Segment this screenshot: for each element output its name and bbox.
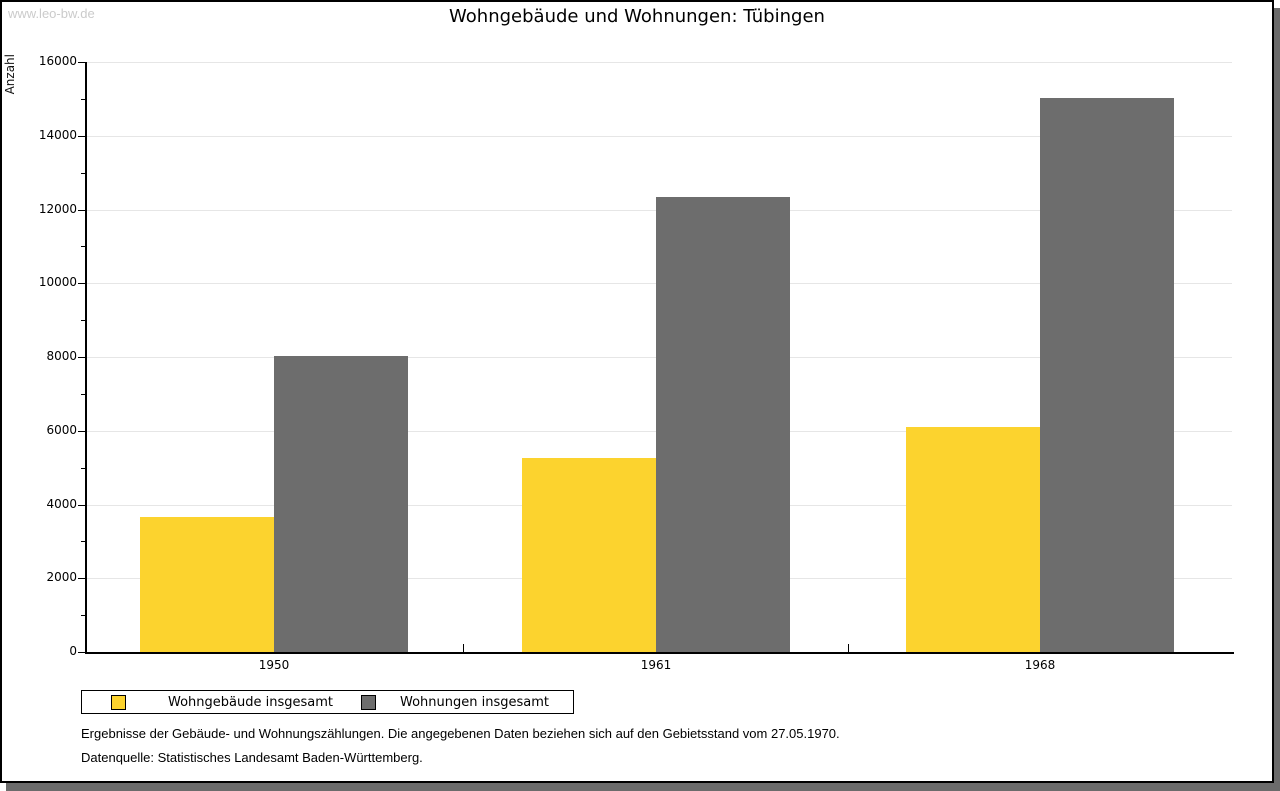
legend-swatch-icon <box>361 694 376 710</box>
legend: Wohngebäude insgesamt Wohnungen insgesamt <box>81 690 574 714</box>
y-minor-tick-15000 <box>81 98 85 100</box>
footnote-line-1: Ergebnisse der Gebäude- und Wohnungszähl… <box>81 726 840 741</box>
bar-wohnungen-insgesamt-1961 <box>656 197 790 652</box>
bar-wohngebäude-insgesamt-1968 <box>906 427 1040 652</box>
y-major-tick-16000 <box>78 62 85 63</box>
y-tick-label-8000: 8000 <box>46 349 77 363</box>
legend-swatch-icon <box>111 694 126 710</box>
y-major-tick-14000 <box>78 135 85 137</box>
y-minor-tick-3000 <box>81 541 85 543</box>
bar-wohnungen-insgesamt-1968 <box>1040 97 1174 652</box>
y-tick-label-10000: 10000 <box>38 275 77 290</box>
y-tick-label-12000: 12000 <box>38 201 77 216</box>
y-tick-label-16000: 16000 <box>38 54 77 68</box>
y-minor-tick-11000 <box>81 246 85 248</box>
y-minor-tick-5000 <box>81 467 85 469</box>
x-tick-label-1950: 1950 <box>258 658 290 672</box>
y-major-tick-12000 <box>78 209 85 211</box>
y-tick-label-0: 0 <box>69 644 77 658</box>
y-minor-tick-13000 <box>81 172 85 174</box>
y-minor-tick-7000 <box>81 393 85 395</box>
y-tick-label-2000: 2000 <box>46 570 77 585</box>
legend-entry: Wohnungen insgesamt <box>361 694 549 710</box>
bar-wohnungen-insgesamt-1950 <box>274 355 408 652</box>
bar-wohngebäude-insgesamt-1961 <box>522 458 656 652</box>
watermark: www.leo-bw.de <box>8 6 95 21</box>
y-major-tick-6000 <box>78 430 85 432</box>
y-tick-label-14000: 14000 <box>38 127 77 142</box>
y-minor-tick-1000 <box>81 615 85 617</box>
y-major-tick-8000 <box>78 357 85 358</box>
chart-title: Wohngebäude und Wohnungen: Tübingen <box>449 6 825 27</box>
gridline-14000 <box>87 135 1232 137</box>
x-axis-line <box>85 652 1234 654</box>
x-axis-tick-2 <box>848 644 849 652</box>
legend-label: Wohnungen insgesamt <box>400 694 549 710</box>
y-major-tick-4000 <box>78 504 85 506</box>
x-tick-label-1968: 1968 <box>1024 658 1056 672</box>
y-major-tick-10000 <box>78 283 85 285</box>
legend-label: Wohngebäude insgesamt <box>168 694 333 710</box>
y-tick-label-6000: 6000 <box>46 422 77 437</box>
y-axis-line <box>85 62 87 654</box>
bar-wohngebäude-insgesamt-1950 <box>140 517 274 652</box>
x-axis-tick-1 <box>463 644 464 652</box>
x-tick-label-1961: 1961 <box>640 658 672 672</box>
y-minor-tick-9000 <box>81 320 85 322</box>
gridline-16000 <box>87 62 1232 63</box>
legend-entry: Wohngebäude insgesamt <box>111 694 333 710</box>
y-major-tick-0 <box>78 652 85 653</box>
y-major-tick-2000 <box>78 578 85 580</box>
footnote-line-2: Datenquelle: Statistisches Landesamt Bad… <box>81 750 423 765</box>
y-tick-label-4000: 4000 <box>46 496 77 511</box>
